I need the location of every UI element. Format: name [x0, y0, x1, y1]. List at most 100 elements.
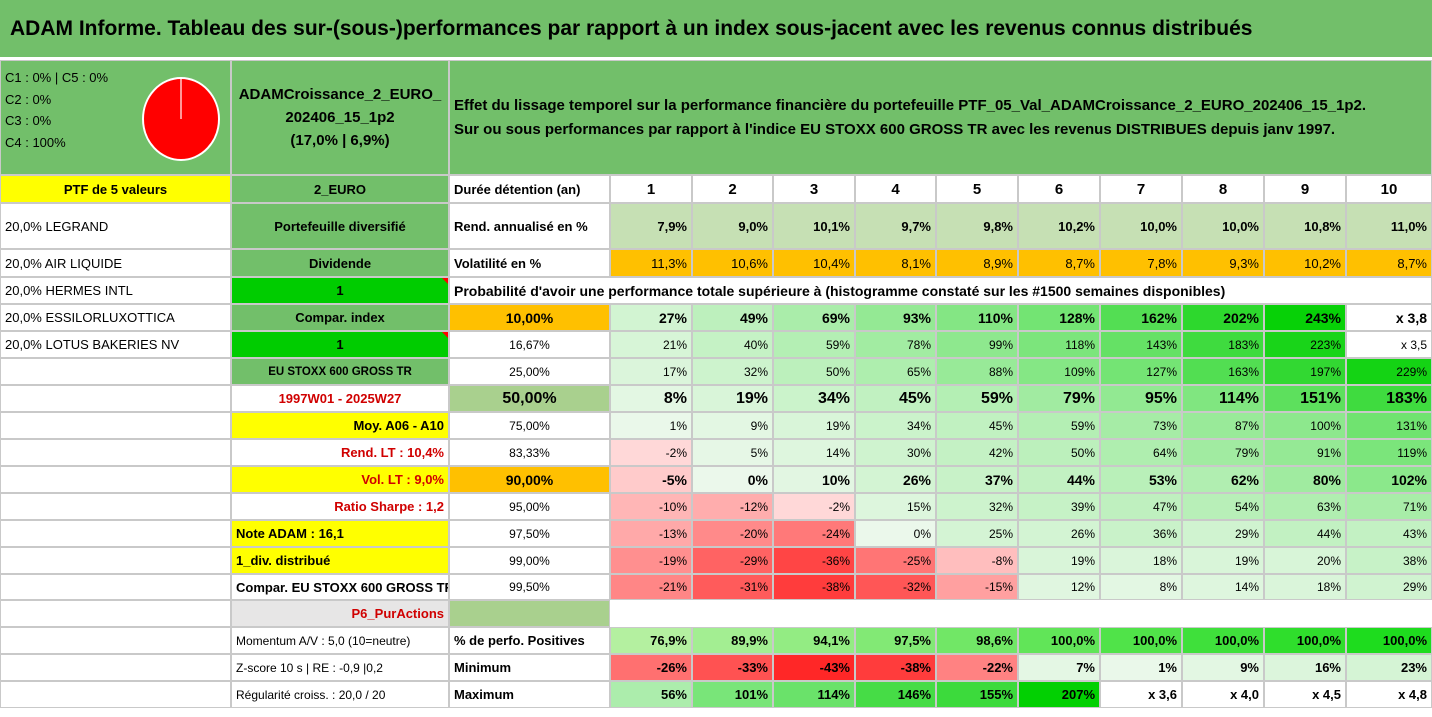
quantile-value-cell: -31%	[692, 574, 773, 600]
annual-return-cell: 10,0%	[1182, 203, 1264, 249]
quantile-value-cell: 27%	[610, 304, 692, 331]
annual-return-cell: 11,0%	[1346, 203, 1432, 249]
minimum-cell: 16%	[1264, 654, 1346, 681]
report-title: ADAM Informe. Tableau des sur-(sous-)per…	[0, 0, 1432, 60]
quantile-value-cell: -25%	[855, 547, 936, 574]
annual-return-cell: 10,2%	[1018, 203, 1100, 249]
quantile-value-cell: 19%	[1018, 547, 1100, 574]
empty-cell	[0, 358, 231, 385]
quantile-value-cell: 63%	[1264, 493, 1346, 520]
quantile-value-cell: 151%	[1264, 385, 1346, 412]
quantile-value-cell: -32%	[855, 574, 936, 600]
minimum-cell: 23%	[1346, 654, 1432, 681]
empty-cell	[0, 574, 231, 600]
empty-cell	[1346, 600, 1432, 627]
quantile-value-cell: 79%	[1182, 439, 1264, 466]
quantile-value-cell: 49%	[692, 304, 773, 331]
positive-perf-cell: 100,0%	[1264, 627, 1346, 654]
indicator-cell: Rend. LT : 10,4%	[231, 439, 449, 466]
quantile-value-cell: 127%	[1100, 358, 1182, 385]
quantile-label: 97,50%	[449, 520, 610, 547]
quantile-value-cell: 95%	[1100, 385, 1182, 412]
empty-cell	[0, 520, 231, 547]
indicator-cell: Z-score 10 s | RE : -0,9 |0,2	[231, 654, 449, 681]
volatility-cell: 10,4%	[773, 249, 855, 277]
annual-return-cell: 9,8%	[936, 203, 1018, 249]
positive-perf-cell: 97,5%	[855, 627, 936, 654]
quantile-value-cell: 99%	[936, 331, 1018, 358]
indicator-cell: P6_PurActions	[231, 600, 449, 627]
positive-perf-cell: 100,0%	[1346, 627, 1432, 654]
year-header: 10	[1346, 175, 1432, 203]
quantile-value-cell: 15%	[855, 493, 936, 520]
quantile-value-cell: 50%	[1018, 439, 1100, 466]
positive-perf-cell: 100,0%	[1182, 627, 1264, 654]
positive-perf-cell: 94,1%	[773, 627, 855, 654]
maximum-cell: x 4,5	[1264, 681, 1346, 708]
holding-row: 20,0% ESSILORLUXOTTICA	[0, 304, 231, 331]
minimum-cell: -33%	[692, 654, 773, 681]
maximum-cell: 146%	[855, 681, 936, 708]
quantile-value-cell: 64%	[1100, 439, 1182, 466]
quantile-value-cell: 14%	[1182, 574, 1264, 600]
comment-marker-icon	[442, 332, 448, 338]
minimum-label: Minimum	[449, 654, 610, 681]
quantile-value-cell: 162%	[1100, 304, 1182, 331]
duration-label: Durée détention (an)	[449, 175, 610, 203]
quantile-value-cell: 109%	[1018, 358, 1100, 385]
quantile-value-cell: 8%	[610, 385, 692, 412]
minimum-cell: -43%	[773, 654, 855, 681]
year-header: 5	[936, 175, 1018, 203]
maximum-label: Maximum	[449, 681, 610, 708]
annual-return-cell: 9,0%	[692, 203, 773, 249]
minimum-cell: 1%	[1100, 654, 1182, 681]
quantile-value-cell: 18%	[1264, 574, 1346, 600]
quantile-label: 99,50%	[449, 574, 610, 600]
quantile-value-cell: -15%	[936, 574, 1018, 600]
quantile-label: 50,00%	[449, 385, 610, 412]
quantile-value-cell: 114%	[1182, 385, 1264, 412]
quantile-value-cell: 0%	[855, 520, 936, 547]
annual-return-cell: 10,1%	[773, 203, 855, 249]
pie-legend-item: C2 : 0%	[5, 91, 52, 107]
quantile-value-cell: 102%	[1346, 466, 1432, 493]
volatility-cell: 8,7%	[1018, 249, 1100, 277]
quantile-value-cell: 183%	[1182, 331, 1264, 358]
quantile-value-cell: 53%	[1100, 466, 1182, 493]
indicator-cell: Compar. EU STOXX 600 GROSS TR	[231, 574, 449, 600]
indicator-cell: 1	[231, 331, 449, 358]
empty-cell	[610, 600, 692, 627]
empty-cell	[0, 466, 231, 493]
quantile-value-cell: -36%	[773, 547, 855, 574]
quantile-value-cell: 32%	[936, 493, 1018, 520]
empty-cell	[0, 439, 231, 466]
maximum-cell: 207%	[1018, 681, 1100, 708]
quantile-value-cell: 20%	[1264, 547, 1346, 574]
empty-cell	[773, 600, 855, 627]
indicator-cell: Ratio Sharpe : 1,2	[231, 493, 449, 520]
empty-cell	[0, 385, 231, 412]
empty-cell	[0, 412, 231, 439]
quantile-value-cell: 93%	[855, 304, 936, 331]
quantile-value-cell: 19%	[1182, 547, 1264, 574]
volatility-cell: 7,8%	[1100, 249, 1182, 277]
year-header: 9	[1264, 175, 1346, 203]
positive-perf-cell: 76,9%	[610, 627, 692, 654]
quantile-value-cell: 29%	[1182, 520, 1264, 547]
year-header: 8	[1182, 175, 1264, 203]
quantile-value-cell: 19%	[692, 385, 773, 412]
quantile-value-cell: 38%	[1346, 547, 1432, 574]
quantile-value-cell: 91%	[1264, 439, 1346, 466]
positive-perf-cell: 98,6%	[936, 627, 1018, 654]
description-panel: Effet du lissage temporel sur la perform…	[449, 60, 1432, 175]
quantile-value-cell: 69%	[773, 304, 855, 331]
allocation-pie-chart	[142, 77, 220, 161]
minimum-cell: -26%	[610, 654, 692, 681]
quantile-value-cell: 34%	[855, 412, 936, 439]
positive-perf-label: % de perfo. Positives	[449, 627, 610, 654]
quantile-value-cell: 59%	[936, 385, 1018, 412]
empty-cell	[1100, 600, 1182, 627]
indicator-cell: 1997W01 - 2025W27	[231, 385, 449, 412]
quantile-value-cell: 243%	[1264, 304, 1346, 331]
description-line: Sur ou sous performances par rapport à l…	[454, 120, 1336, 138]
